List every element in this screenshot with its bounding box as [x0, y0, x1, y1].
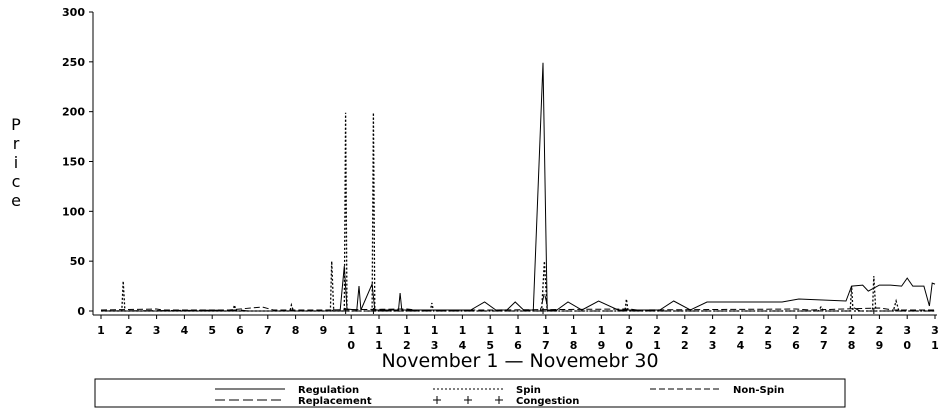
series-layer — [100, 62, 936, 314]
x-tick-label: 2 — [403, 339, 411, 352]
x-tick-label: 5 — [764, 339, 772, 352]
x-tick-label: 1 — [570, 324, 578, 337]
y-axis-label-char: e — [11, 191, 21, 210]
x-tick-label: 1 — [542, 324, 550, 337]
x-tick-label: 4 — [181, 324, 189, 337]
y-axis-label-char: i — [14, 153, 18, 172]
x-tick-label: 1 — [375, 324, 383, 337]
x-tick-label: 9 — [320, 324, 328, 337]
x-tick-label: 6 — [236, 324, 244, 337]
series-congestion-marker — [870, 308, 877, 314]
y-tick-label: 200 — [62, 106, 85, 119]
x-tick-label: 1 — [347, 324, 355, 337]
x-tick-label: 4 — [737, 339, 745, 352]
x-tick-label: 1 — [403, 324, 411, 337]
y-tick-label: 50 — [70, 255, 86, 268]
x-tick-label: 1 — [459, 324, 467, 337]
x-tick-label: 2 — [764, 324, 772, 337]
x-tick-label: 6 — [514, 339, 522, 352]
series-congestion-marker — [370, 308, 377, 314]
x-axis-label: November 1 — Novemebr 30 — [381, 350, 658, 372]
legend-box — [94, 378, 846, 408]
x-tick-label: 2 — [737, 324, 745, 337]
x-tick-label: 3 — [903, 324, 911, 337]
y-axis-label-char: c — [12, 172, 21, 191]
legend-regulation-label: Regulation — [298, 385, 359, 396]
series-congestion-marker — [342, 308, 349, 314]
series-replacement-line — [100, 292, 935, 312]
x-tick-label: 8 — [848, 339, 856, 352]
x-tick-label: 2 — [848, 324, 856, 337]
y-tick-label: 150 — [62, 156, 85, 169]
x-tick-label: 3 — [153, 324, 161, 337]
x-tick-label: 2 — [681, 324, 689, 337]
legend-congestion-label: Congestion — [516, 396, 579, 407]
x-tick-label: 2 — [653, 324, 661, 337]
x-tick-label: 0 — [903, 339, 911, 352]
x-tick-label: 3 — [931, 324, 939, 337]
legend-spin-label: Spin — [516, 385, 541, 396]
x-tick-label: 1 — [486, 324, 494, 337]
legend-replacement-label: Replacement — [298, 396, 372, 407]
y-tick-label: 300 — [62, 6, 85, 19]
x-tick-label: 4 — [459, 339, 467, 352]
x-tick-label: 3 — [431, 339, 439, 352]
series-non-spin-line — [100, 306, 935, 311]
x-tick-label: 1 — [375, 339, 383, 352]
x-tick-label: 7 — [264, 324, 272, 337]
x-tick-label: 1 — [431, 324, 439, 337]
series-spin-line — [101, 112, 935, 312]
x-tick-label: 3 — [709, 339, 717, 352]
x-tick-label: 1 — [653, 339, 661, 352]
x-tick-label: 2 — [709, 324, 717, 337]
x-tick-label: 5 — [208, 324, 216, 337]
y-tick-label: 100 — [62, 205, 85, 218]
x-tick-label: 9 — [598, 339, 606, 352]
x-tick-label: 0 — [347, 339, 355, 352]
x-tick-label: 8 — [292, 324, 300, 337]
y-axis: 0 50 100 150 200 250 300 — [62, 6, 94, 318]
y-axis-label-char: P — [11, 115, 21, 134]
x-tick-label: 1 — [931, 339, 939, 352]
legend: Regulation Spin Non-Spin Replacement Congest… — [94, 378, 846, 408]
x-tick-label: 2 — [125, 324, 133, 337]
x-tick-label: 1 — [97, 324, 105, 337]
legend-non-spin-label: Non-Spin — [733, 385, 784, 396]
x-tick-label: 7 — [542, 339, 550, 352]
x-tick-label: 2 — [792, 324, 800, 337]
legend-congestion-marker — [433, 396, 441, 404]
x-tick-label: 6 — [792, 339, 800, 352]
y-axis-label-char: r — [13, 134, 20, 153]
x-tick-label: 1 — [514, 324, 522, 337]
x-tick-label: 2 — [876, 324, 884, 337]
x-tick-label: 0 — [625, 339, 633, 352]
x-axis: 1 2 3 4 5 6 7 8 9 1011121314151617181920212223242… — [93, 314, 939, 352]
x-tick-label: 5 — [486, 339, 494, 352]
legend-congestion-marker — [495, 396, 503, 404]
x-tick-label: 8 — [570, 339, 578, 352]
x-tick-label: 2 — [681, 339, 689, 352]
y-tick-label: 250 — [62, 56, 85, 69]
x-tick-label: 1 — [598, 324, 606, 337]
x-tick-label: 9 — [876, 339, 884, 352]
legend-congestion-marker — [464, 396, 472, 404]
series-congestion-marker — [540, 308, 547, 314]
x-tick-label: 2 — [625, 324, 633, 337]
y-tick-label: 0 — [77, 305, 85, 318]
x-tick-label: 7 — [820, 339, 828, 352]
series-regulation-line — [101, 62, 936, 312]
x-tick-label: 2 — [820, 324, 828, 337]
